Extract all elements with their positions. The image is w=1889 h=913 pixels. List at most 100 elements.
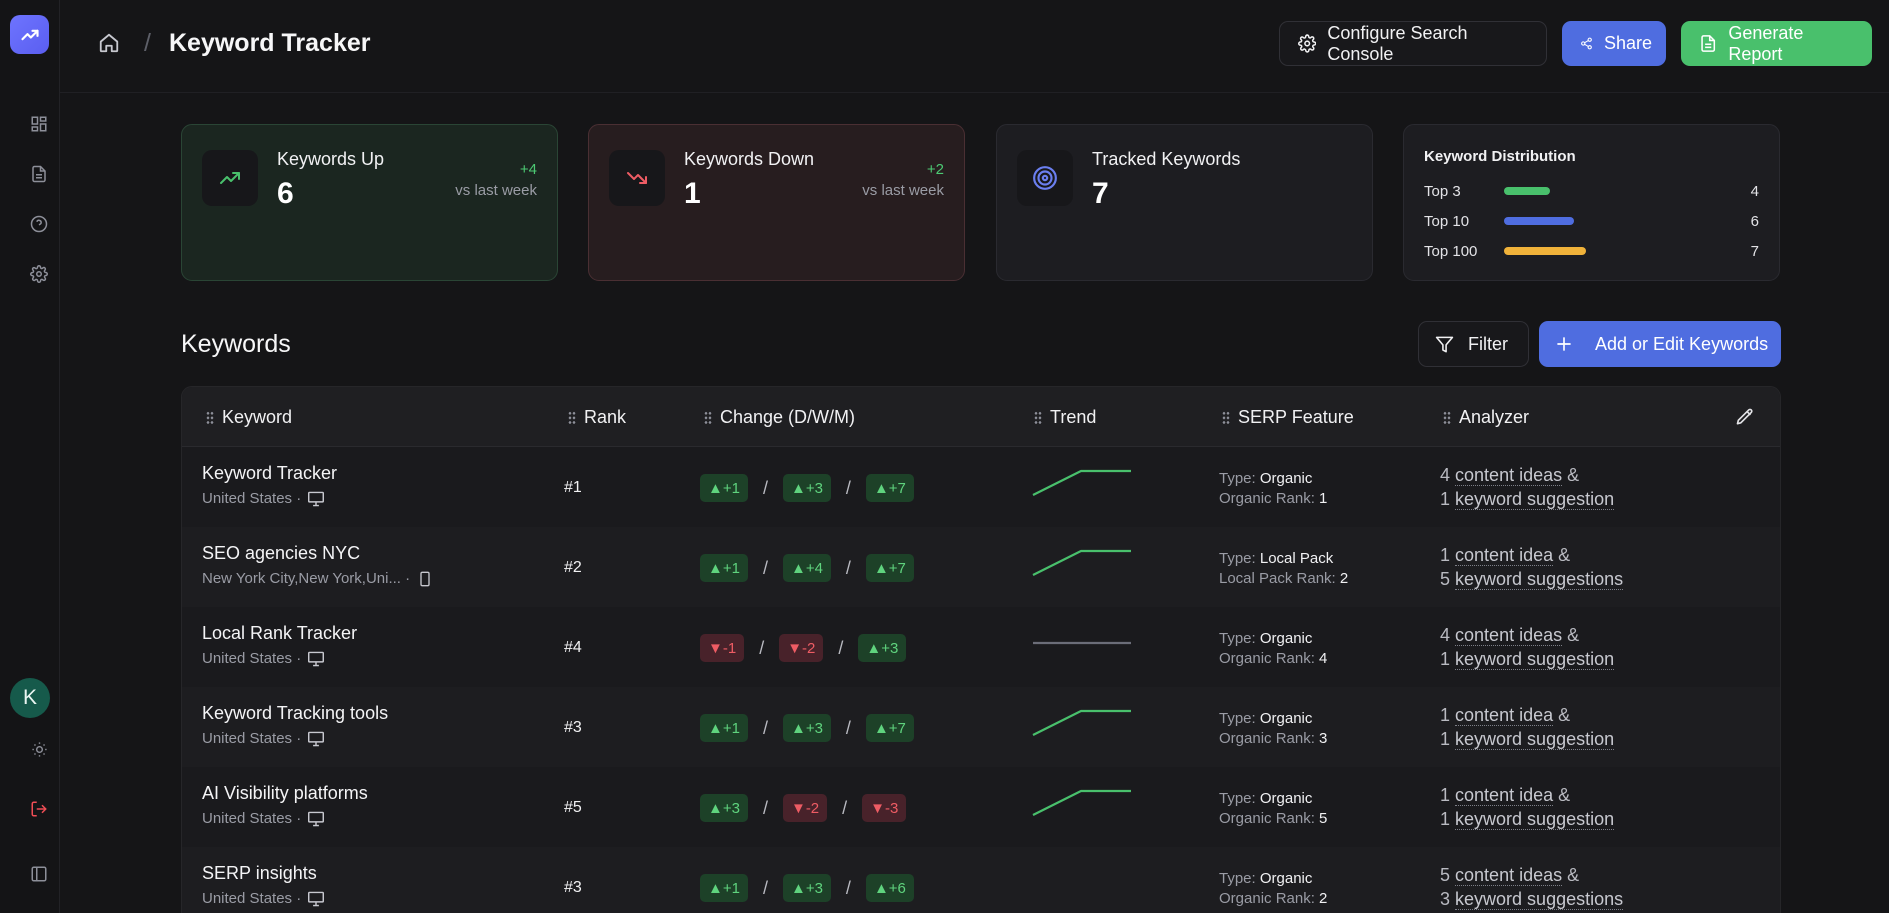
table-row[interactable]: AI Visibility platforms United States · #5… — [182, 767, 1780, 847]
column-header-analyzer[interactable]: Analyzer — [1443, 407, 1529, 428]
distribution-row-top100: Top 100 7 — [1424, 241, 1759, 261]
serp-rank-line: Organic Rank: 2 — [1219, 889, 1327, 909]
serp-rank-line: Organic Rank: 1 — [1219, 489, 1327, 509]
location-text: United States · — [202, 650, 302, 667]
column-header-keyword[interactable]: Keyword — [206, 407, 292, 428]
help-icon[interactable] — [28, 213, 50, 235]
trend-sparkline — [1033, 641, 1131, 645]
change-pill: ▲+3 — [782, 874, 831, 902]
configure-search-console-button[interactable]: Configure Search Console — [1279, 21, 1547, 66]
content-ideas-link[interactable]: content ideas — [1455, 465, 1563, 486]
keyword-name[interactable]: Local Rank Tracker — [202, 623, 358, 643]
distribution-row-top3: Top 3 4 — [1424, 181, 1759, 201]
keyword-suggestions-line: 3 keyword suggestions — [1440, 887, 1624, 911]
keyword-suggestions-link[interactable]: keyword suggestion — [1455, 729, 1615, 750]
keywords-up-label: Keywords Up — [277, 149, 385, 169]
suggestions-count: 5 — [1440, 569, 1451, 589]
keyword-name[interactable]: Keyword Tracking tools — [202, 703, 389, 723]
keyword-name[interactable]: SEO agencies NYC — [202, 543, 361, 563]
serp-rank: 4 — [1319, 650, 1328, 667]
drag-handle-icon[interactable] — [704, 410, 712, 425]
drag-handle-icon[interactable] — [1034, 410, 1042, 425]
distribution-count: 7 — [1750, 242, 1759, 260]
change-pill: ▲+3 — [700, 794, 748, 822]
filter-button[interactable]: Filter — [1418, 321, 1529, 367]
document-icon[interactable] — [28, 163, 50, 185]
distribution-bar — [1504, 247, 1586, 255]
add-edit-keywords-button[interactable]: Add or Edit Keywords — [1539, 321, 1781, 367]
serp-rank-key: Organic Rank: — [1219, 490, 1315, 507]
target-icon — [1017, 150, 1073, 206]
content-ideas-link[interactable]: content idea — [1455, 785, 1554, 806]
drag-handle-icon[interactable] — [1443, 410, 1451, 425]
table-row[interactable]: Keyword Tracking tools United States · #3 ▲… — [182, 687, 1780, 767]
suggestions-count: 1 — [1440, 649, 1451, 669]
content-ideas-link[interactable]: content idea — [1455, 705, 1554, 726]
keyword-location: United States · — [202, 810, 325, 827]
content-ideas-line: 4 content ideas & — [1440, 465, 1580, 486]
change-separator: / — [845, 477, 851, 498]
distribution-label: Top 3 — [1424, 182, 1461, 200]
keyword-suggestions-link[interactable]: keyword suggestion — [1455, 649, 1615, 670]
app-logo[interactable] — [10, 15, 49, 54]
home-icon[interactable] — [98, 32, 120, 54]
analyzer-cell: 1 content idea & 5 keyword suggestions — [1440, 543, 1624, 591]
content-ideas-link[interactable]: content idea — [1455, 545, 1554, 566]
drag-handle-icon[interactable] — [1222, 410, 1230, 425]
keyword-suggestions-link[interactable]: keyword suggestions — [1455, 569, 1624, 590]
add-edit-keywords-label: Add or Edit Keywords — [1595, 333, 1769, 354]
change-pill: ▲+3 — [782, 474, 831, 502]
drag-handle-icon[interactable] — [206, 410, 214, 425]
edit-columns-icon[interactable] — [1735, 407, 1755, 427]
serp-type-line: Type: Organic — [1219, 789, 1327, 809]
dashboard-icon[interactable] — [28, 113, 50, 135]
header: / Keyword Tracker Configure Search Conso… — [60, 0, 1889, 93]
change-pill: ▲+1 — [700, 554, 748, 582]
analyzer-cell: 1 content idea & 1 keyword suggestion — [1440, 703, 1615, 751]
change-pill: ▲+1 — [700, 874, 748, 902]
table-row[interactable]: SEO agencies NYC New York City,New York,U… — [182, 527, 1780, 607]
ideas-count: 5 — [1440, 865, 1451, 885]
column-header-rank[interactable]: Rank — [568, 407, 626, 428]
drag-handle-icon[interactable] — [568, 410, 576, 425]
table-row[interactable]: Local Rank Tracker United States · #4 ▼-1/▼… — [182, 607, 1780, 687]
keyword-suggestions-link[interactable]: keyword suggestions — [1455, 889, 1624, 910]
table-row[interactable]: Keyword Tracker United States · #1 ▲+1 / ▲+3 /… — [182, 447, 1780, 527]
share-button[interactable]: Share — [1562, 21, 1666, 66]
theme-toggle-icon[interactable] — [28, 738, 50, 760]
configure-search-console-label: Configure Search Console — [1327, 22, 1468, 64]
keyword-suggestions-link[interactable]: keyword suggestion — [1455, 489, 1615, 510]
column-header-change[interactable]: Change (D/W/M) — [704, 407, 855, 428]
settings-icon[interactable] — [28, 263, 50, 285]
trending-up-icon — [20, 29, 39, 40]
logout-icon[interactable] — [28, 798, 50, 820]
keyword-name[interactable]: SERP insights — [202, 863, 317, 883]
change-separator: / — [762, 477, 768, 498]
generate-report-label: Generate Report — [1728, 22, 1804, 64]
keywords-up-value: 6 — [277, 177, 294, 210]
serp-rank-key: Organic Rank: — [1219, 810, 1315, 827]
sidebar-collapse-icon[interactable] — [28, 863, 50, 885]
serp-type-key: Type: — [1219, 790, 1260, 807]
column-header-serp-feature[interactable]: SERP Feature — [1222, 407, 1354, 428]
serp-type-key: Type: — [1219, 630, 1260, 647]
keyword-location: United States · — [202, 890, 325, 907]
breadcrumb-separator: / — [144, 29, 151, 57]
table-row[interactable]: SERP insights United States · #3 ▲+1/▲+3/▲+… — [182, 847, 1780, 913]
serp-rank-line: Local Pack Rank: 2 — [1219, 569, 1348, 589]
content-ideas-link[interactable]: content ideas — [1455, 865, 1563, 886]
mobile-icon — [416, 571, 434, 587]
generate-report-button[interactable]: Generate Report — [1681, 21, 1872, 66]
keyword-name[interactable]: AI Visibility platforms — [202, 783, 368, 803]
serp-type-line: Type: Organic — [1219, 469, 1327, 489]
serp-feature: Type: Organic Organic Rank: 5 — [1219, 789, 1327, 829]
keyword-name[interactable]: Keyword Tracker — [202, 463, 338, 483]
content-ideas-line: 1 content idea & — [1440, 545, 1571, 566]
serp-type-key: Type: — [1219, 470, 1260, 487]
serp-type-key: Type: — [1219, 870, 1260, 887]
content-ideas-link[interactable]: content ideas — [1455, 625, 1563, 646]
avatar[interactable]: K — [10, 678, 50, 718]
tracked-keywords-card: Tracked Keywords 7 — [996, 124, 1373, 281]
column-header-trend[interactable]: Trend — [1034, 407, 1096, 428]
keyword-suggestions-link[interactable]: keyword suggestion — [1455, 809, 1615, 830]
